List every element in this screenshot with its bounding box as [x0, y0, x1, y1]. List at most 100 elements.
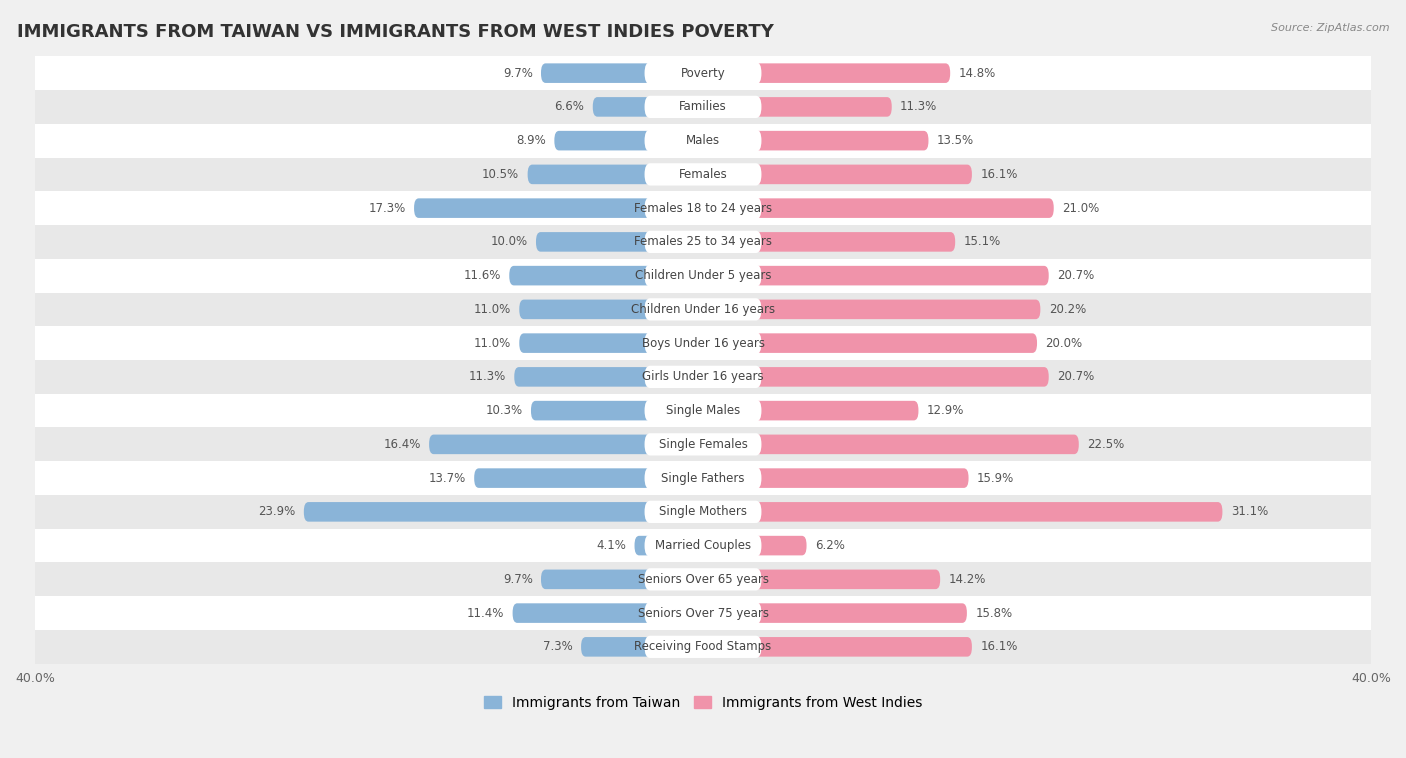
FancyBboxPatch shape — [581, 637, 703, 656]
FancyBboxPatch shape — [35, 428, 1371, 461]
FancyBboxPatch shape — [541, 64, 703, 83]
FancyBboxPatch shape — [703, 334, 1038, 353]
Text: 14.2%: 14.2% — [949, 573, 986, 586]
FancyBboxPatch shape — [513, 603, 703, 623]
FancyBboxPatch shape — [35, 360, 1371, 393]
FancyBboxPatch shape — [644, 602, 762, 625]
Text: 16.4%: 16.4% — [384, 438, 420, 451]
Text: 11.6%: 11.6% — [464, 269, 501, 282]
FancyBboxPatch shape — [593, 97, 703, 117]
FancyBboxPatch shape — [644, 332, 762, 354]
FancyBboxPatch shape — [554, 131, 703, 150]
FancyBboxPatch shape — [703, 401, 918, 421]
FancyBboxPatch shape — [644, 636, 762, 658]
FancyBboxPatch shape — [509, 266, 703, 286]
FancyBboxPatch shape — [703, 97, 891, 117]
FancyBboxPatch shape — [35, 495, 1371, 529]
Text: IMMIGRANTS FROM TAIWAN VS IMMIGRANTS FROM WEST INDIES POVERTY: IMMIGRANTS FROM TAIWAN VS IMMIGRANTS FRO… — [17, 23, 773, 41]
FancyBboxPatch shape — [634, 536, 703, 556]
FancyBboxPatch shape — [703, 603, 967, 623]
FancyBboxPatch shape — [35, 90, 1371, 124]
FancyBboxPatch shape — [644, 534, 762, 556]
Text: 11.3%: 11.3% — [900, 100, 938, 114]
FancyBboxPatch shape — [541, 569, 703, 589]
FancyBboxPatch shape — [644, 298, 762, 321]
FancyBboxPatch shape — [35, 461, 1371, 495]
Text: Married Couples: Married Couples — [655, 539, 751, 552]
Text: 11.0%: 11.0% — [474, 303, 510, 316]
FancyBboxPatch shape — [35, 326, 1371, 360]
FancyBboxPatch shape — [644, 399, 762, 421]
FancyBboxPatch shape — [703, 434, 1078, 454]
Legend: Immigrants from Taiwan, Immigrants from West Indies: Immigrants from Taiwan, Immigrants from … — [478, 691, 928, 716]
Text: Source: ZipAtlas.com: Source: ZipAtlas.com — [1271, 23, 1389, 33]
Text: 8.9%: 8.9% — [516, 134, 546, 147]
Text: Single Fathers: Single Fathers — [661, 471, 745, 484]
Text: 7.3%: 7.3% — [543, 641, 572, 653]
FancyBboxPatch shape — [644, 434, 762, 456]
Text: 23.9%: 23.9% — [259, 506, 295, 518]
Text: 11.3%: 11.3% — [468, 371, 506, 384]
Text: Seniors Over 75 years: Seniors Over 75 years — [637, 606, 769, 619]
FancyBboxPatch shape — [644, 163, 762, 186]
Text: Single Females: Single Females — [658, 438, 748, 451]
FancyBboxPatch shape — [644, 62, 762, 84]
Text: 13.5%: 13.5% — [936, 134, 974, 147]
FancyBboxPatch shape — [703, 266, 1049, 286]
Text: 15.8%: 15.8% — [976, 606, 1012, 619]
FancyBboxPatch shape — [35, 225, 1371, 258]
FancyBboxPatch shape — [644, 365, 762, 388]
FancyBboxPatch shape — [703, 468, 969, 488]
Text: Receiving Food Stamps: Receiving Food Stamps — [634, 641, 772, 653]
FancyBboxPatch shape — [35, 191, 1371, 225]
Text: Females 25 to 34 years: Females 25 to 34 years — [634, 236, 772, 249]
Text: 10.3%: 10.3% — [485, 404, 523, 417]
FancyBboxPatch shape — [644, 568, 762, 590]
FancyBboxPatch shape — [35, 293, 1371, 326]
FancyBboxPatch shape — [644, 130, 762, 152]
FancyBboxPatch shape — [35, 258, 1371, 293]
FancyBboxPatch shape — [35, 630, 1371, 664]
Text: 21.0%: 21.0% — [1062, 202, 1099, 215]
Text: 13.7%: 13.7% — [429, 471, 465, 484]
FancyBboxPatch shape — [703, 536, 807, 556]
Text: Families: Families — [679, 100, 727, 114]
Text: 31.1%: 31.1% — [1230, 506, 1268, 518]
Text: 10.0%: 10.0% — [491, 236, 527, 249]
Text: 9.7%: 9.7% — [503, 573, 533, 586]
Text: 17.3%: 17.3% — [368, 202, 406, 215]
Text: 9.7%: 9.7% — [503, 67, 533, 80]
Text: 20.0%: 20.0% — [1046, 337, 1083, 349]
Text: 20.7%: 20.7% — [1057, 269, 1094, 282]
FancyBboxPatch shape — [35, 158, 1371, 191]
FancyBboxPatch shape — [515, 367, 703, 387]
Text: Females 18 to 24 years: Females 18 to 24 years — [634, 202, 772, 215]
Text: 15.9%: 15.9% — [977, 471, 1014, 484]
FancyBboxPatch shape — [429, 434, 703, 454]
Text: 11.0%: 11.0% — [474, 337, 510, 349]
Text: Single Males: Single Males — [666, 404, 740, 417]
FancyBboxPatch shape — [644, 467, 762, 489]
FancyBboxPatch shape — [703, 502, 1222, 522]
Text: Single Mothers: Single Mothers — [659, 506, 747, 518]
Text: Girls Under 16 years: Girls Under 16 years — [643, 371, 763, 384]
Text: 16.1%: 16.1% — [980, 641, 1018, 653]
Text: Children Under 16 years: Children Under 16 years — [631, 303, 775, 316]
FancyBboxPatch shape — [644, 197, 762, 219]
Text: 6.6%: 6.6% — [554, 100, 585, 114]
Text: Boys Under 16 years: Boys Under 16 years — [641, 337, 765, 349]
FancyBboxPatch shape — [519, 334, 703, 353]
Text: 20.2%: 20.2% — [1049, 303, 1085, 316]
Text: Poverty: Poverty — [681, 67, 725, 80]
Text: 6.2%: 6.2% — [815, 539, 845, 552]
FancyBboxPatch shape — [35, 529, 1371, 562]
Text: Children Under 5 years: Children Under 5 years — [634, 269, 772, 282]
FancyBboxPatch shape — [703, 164, 972, 184]
FancyBboxPatch shape — [644, 96, 762, 118]
Text: 15.1%: 15.1% — [963, 236, 1001, 249]
Text: 4.1%: 4.1% — [596, 539, 626, 552]
FancyBboxPatch shape — [519, 299, 703, 319]
FancyBboxPatch shape — [304, 502, 703, 522]
Text: Seniors Over 65 years: Seniors Over 65 years — [637, 573, 769, 586]
FancyBboxPatch shape — [527, 164, 703, 184]
